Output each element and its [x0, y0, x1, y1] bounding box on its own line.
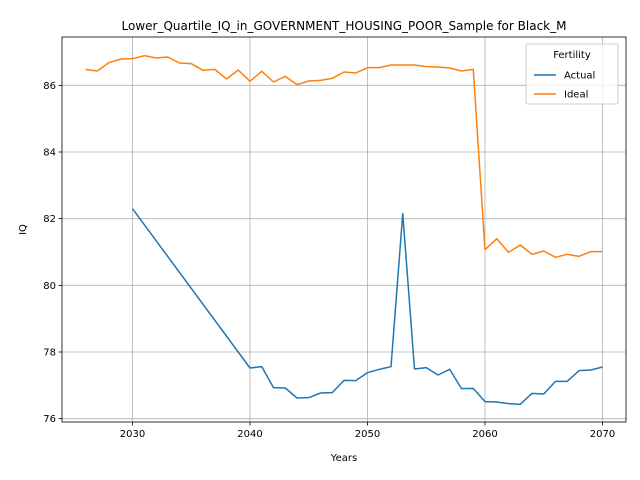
legend-box: [525, 43, 619, 105]
series-lines: [85, 54, 603, 406]
legend-title: Fertility: [553, 50, 591, 61]
x-tick-label: 2070: [590, 429, 615, 440]
x-tick-label: 2030: [120, 429, 145, 440]
y-tick-label: 80: [43, 281, 56, 292]
y-tick-label: 84: [43, 148, 56, 159]
series-line-actual: [131, 208, 603, 406]
y-tick-label: 82: [43, 214, 56, 225]
series-line-ideal: [85, 54, 603, 259]
plot-frame: [61, 36, 627, 423]
legend-label-actual: Actual: [564, 71, 595, 82]
x-tick-label: 2040: [237, 429, 262, 440]
chart-title: Lower_Quartile_IQ_in_GOVERNMENT_HOUSING_…: [122, 19, 567, 33]
x-axis-label: Years: [330, 453, 357, 464]
legend: Fertility Actual Ideal: [525, 43, 619, 105]
x-axis: 2030 2040 2050 2060 2070: [120, 422, 615, 440]
x-tick-label: 2060: [472, 429, 497, 440]
x-tick-label: 2050: [355, 429, 380, 440]
y-tick-label: 76: [43, 414, 56, 425]
legend-label-ideal: Ideal: [564, 90, 588, 101]
grid-lines: [62, 37, 626, 422]
y-axis-label: IQ: [18, 224, 29, 235]
legend-entries: Actual Ideal: [534, 71, 595, 101]
y-axis: 76 78 80 82 84 86: [43, 81, 62, 425]
y-tick-label: 86: [43, 81, 56, 92]
y-tick-label: 78: [43, 348, 56, 359]
